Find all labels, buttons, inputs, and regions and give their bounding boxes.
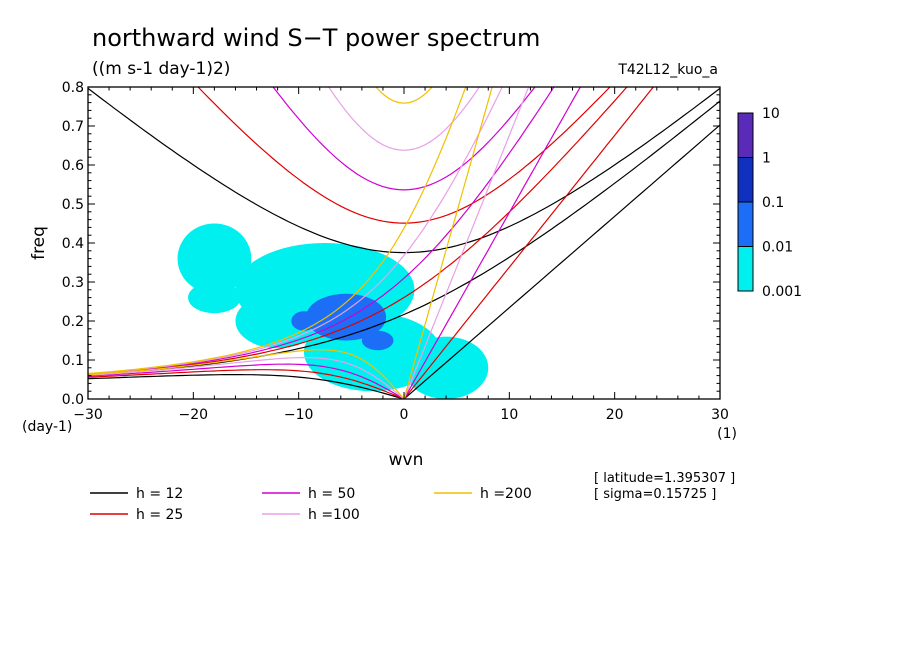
sigma-annotation: [ sigma=0.15725 ] xyxy=(594,487,716,502)
colorbar-label: 10 xyxy=(762,106,780,122)
gravity-wave-curve-h25 xyxy=(197,87,611,224)
mrg-wave-curve-h50 xyxy=(88,87,555,375)
x-tick-label: 20 xyxy=(606,407,624,423)
gravity-wave-curve-h100 xyxy=(328,87,480,151)
y-axis-ticks: 0.0 0.1 0.2 0.3 0.4 0.5 0.6 0.7 0.8 xyxy=(62,80,720,408)
shaded-region-0.001-3 xyxy=(404,336,489,399)
mrg-wave-curve-h12 xyxy=(88,100,720,376)
y-tick-label: 0.8 xyxy=(62,80,84,96)
rossby-wave-curve-h12 xyxy=(88,374,405,399)
colorbar-label: 0.001 xyxy=(762,284,802,300)
colorbar-segment xyxy=(737,246,754,292)
colorbar-label: 1 xyxy=(762,151,771,167)
rossby-wave-curve-h200 xyxy=(88,349,405,399)
y-axis-label: freq xyxy=(29,226,49,260)
x-tick-label: 30 xyxy=(711,407,729,423)
y-tick-label: 0.4 xyxy=(62,236,84,252)
legend-label: h = 50 xyxy=(308,486,355,502)
legend: h = 12 h = 25 h = 50 h =100 h =200 xyxy=(90,486,532,523)
x-tick-label: −10 xyxy=(284,407,314,423)
kelvin-wave-curve-h100 xyxy=(403,87,530,399)
shaded-region-0.01-7 xyxy=(361,330,394,351)
y-tick-label: 0.7 xyxy=(62,119,84,135)
y-tick-label: 0.6 xyxy=(62,158,84,174)
x-axis-ticks: −30 −20 −10 0 10 20 30 xyxy=(73,87,729,423)
legend-label: h = 25 xyxy=(136,507,183,523)
rossby-wave-curve-h50 xyxy=(88,363,405,399)
chart-subtitle: ((m s-1 day-1)2) xyxy=(92,59,230,79)
gravity-wave-curve-h12 xyxy=(88,87,720,254)
mrg-wave-curve-h200 xyxy=(88,87,467,375)
kelvin-wave-curve-h25 xyxy=(403,87,655,399)
dispersion-curves xyxy=(88,87,720,399)
x-tick-label: −30 xyxy=(73,407,103,423)
run-label: T42L12_kuo_a xyxy=(617,62,718,78)
colorbar: 10 1 0.1 0.01 0.001 xyxy=(737,106,802,300)
y-tick-label: 0.1 xyxy=(62,353,84,369)
kelvin-wave-curve-h200 xyxy=(403,87,493,399)
x-unit-label: (1) xyxy=(717,426,737,442)
shaded-region-0.001-4 xyxy=(235,293,320,349)
colorbar-label: 0.01 xyxy=(762,240,793,256)
y-tick-label: 0.2 xyxy=(62,314,84,330)
power-shading xyxy=(177,223,489,399)
x-tick-label: −20 xyxy=(179,407,209,423)
shaded-region-0.01-8 xyxy=(291,311,317,331)
rossby-wave-curve-h25 xyxy=(88,369,405,399)
kelvin-wave-curve-h12 xyxy=(403,124,720,399)
latitude-annotation: [ latitude=1.395307 ] xyxy=(594,471,735,486)
legend-label: h =100 xyxy=(308,507,360,523)
y-tick-label: 0.5 xyxy=(62,197,84,213)
x-tick-label: 10 xyxy=(500,407,518,423)
shaded-region-0.001-1 xyxy=(177,223,252,294)
shaded-region-0.001-5 xyxy=(188,282,241,314)
x-tick-label: 0 xyxy=(400,407,409,423)
colorbar-segment xyxy=(737,157,754,203)
colorbar-segment xyxy=(737,112,754,158)
gravity-wave-curve-h50 xyxy=(272,87,536,191)
x-axis-label: wvn xyxy=(389,450,424,470)
colorbar-segment xyxy=(737,201,754,247)
legend-label: h =200 xyxy=(480,486,532,502)
gravity-wave-curve-h200 xyxy=(375,87,433,104)
rossby-wave-curve-h100 xyxy=(88,356,405,399)
colorbar-label: 0.1 xyxy=(762,195,784,211)
mrg-wave-curve-h25 xyxy=(88,87,628,376)
kelvin-wave-curve-h50 xyxy=(403,87,581,399)
y-tick-label: 0.0 xyxy=(62,392,84,408)
chart-title: northward wind S−T power spectrum xyxy=(92,24,540,52)
y-tick-label: 0.3 xyxy=(62,275,84,291)
legend-label: h = 12 xyxy=(136,486,183,502)
y-unit-label: (day-1) xyxy=(22,419,72,435)
